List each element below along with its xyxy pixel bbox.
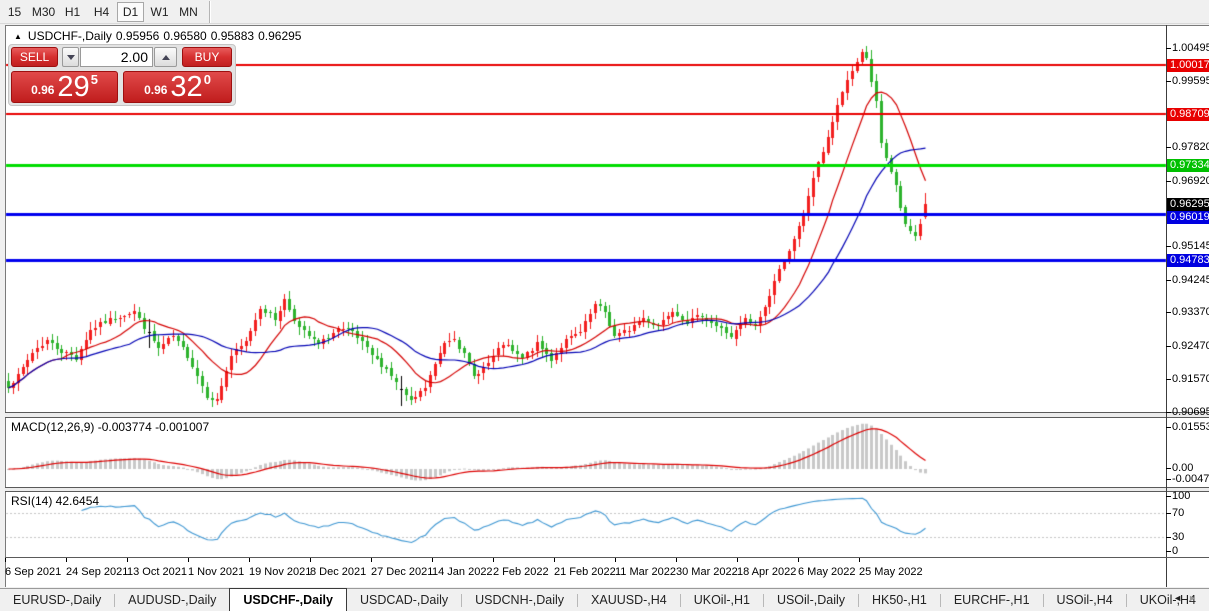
date-axis-label: 14 Jan 2022 (432, 566, 493, 578)
date-axis-border (5, 557, 1209, 558)
buy-price-button[interactable]: 0.96 32 0 (123, 71, 232, 103)
date-axis-label: 2 Feb 2022 (493, 566, 549, 578)
ohlc-high: 0.96580 (163, 29, 207, 43)
price-axis-label: 0.95145 (1172, 240, 1209, 252)
price-level-badge: 0.98709 (1167, 108, 1209, 121)
date-axis-tick (554, 558, 555, 562)
price-level-badge: 0.96019 (1167, 211, 1209, 224)
indicator-axis-label: 0.015533 (1172, 421, 1209, 433)
price-axis-border (1166, 25, 1167, 587)
price-axis-label: 0.91570 (1172, 373, 1209, 385)
indicator-axis-tick (1166, 427, 1171, 428)
price-axis-tick (1166, 412, 1171, 413)
date-axis-tick (188, 558, 189, 562)
date-axis-label: 6 May 2022 (798, 566, 856, 578)
triangle-up-icon (161, 54, 170, 60)
pane-separator-macd[interactable] (5, 412, 1209, 418)
sell-price-button[interactable]: 0.96 29 5 (11, 71, 118, 103)
price-axis-tick (1166, 81, 1171, 82)
rsi-indicator-label: RSI(14) 42.6454 (11, 494, 100, 508)
price-axis-tick (1166, 379, 1171, 380)
date-axis-tick (66, 558, 67, 562)
sell-price-prefix: 0.96 (31, 83, 55, 97)
price-axis-tick (1166, 280, 1171, 281)
price-axis-label: 0.96920 (1172, 175, 1209, 187)
date-axis-tick (493, 558, 494, 562)
date-axis-tick (371, 558, 372, 562)
volume-decrease-button[interactable] (62, 47, 79, 67)
buy-button[interactable]: BUY (182, 47, 232, 67)
indicator-axis-label: -0.00472 (1172, 473, 1209, 485)
price-level-badge: 0.97334 (1167, 159, 1209, 172)
indicator-axis-tick (1166, 537, 1171, 538)
ohlc-close: 0.96295 (258, 29, 302, 43)
date-axis-label: 30 Mar 2022 (676, 566, 738, 578)
indicator-axis-tick (1166, 551, 1171, 552)
date-axis-label: 25 May 2022 (859, 566, 923, 578)
buy-price-big: 32 (170, 71, 203, 103)
ohlc-low: 0.95883 (210, 29, 255, 43)
price-level-badge: 0.96295 (1167, 198, 1209, 211)
chart-title: ▲ USDCHF-,Daily 0.95956 0.96580 0.95883 0.962… (14, 29, 305, 43)
volume-input[interactable] (80, 47, 153, 67)
date-axis-label: 13 Oct 2021 (127, 566, 187, 578)
price-axis-label: 0.92470 (1172, 340, 1209, 352)
date-axis-label: 18 Apr 2022 (737, 566, 797, 578)
price-axis-label: 0.90695 (1172, 406, 1209, 418)
price-axis-tick (1166, 147, 1171, 148)
price-axis-tick (1166, 246, 1171, 247)
triangle-down-icon (66, 54, 75, 60)
indicator-axis-tick (1166, 468, 1171, 469)
chart-symbol: USDCHF-,Daily (27, 29, 112, 43)
price-axis-label: 0.94245 (1172, 274, 1209, 286)
ohlc-open: 0.95956 (115, 29, 160, 43)
date-axis-tick (676, 558, 677, 562)
price-axis-tick (1166, 312, 1171, 313)
date-axis-tick (615, 558, 616, 562)
date-axis-tick (737, 558, 738, 562)
price-axis-label: 1.00495 (1172, 42, 1209, 54)
pane-separator-rsi[interactable] (5, 487, 1209, 492)
indicator-axis-label: 0 (1172, 545, 1179, 557)
indicator-axis-label: 70 (1172, 507, 1185, 519)
macd-indicator-label: MACD(12,26,9) -0.003774 -0.001007 (11, 420, 210, 434)
indicator-axis-label: 30 (1172, 531, 1185, 543)
collapse-trade-panel-icon[interactable]: ▲ (14, 32, 22, 41)
date-axis-tick (798, 558, 799, 562)
date-axis-label: 27 Dec 2021 (371, 566, 434, 578)
date-axis-label: 21 Feb 2022 (554, 566, 616, 578)
date-axis-label: 24 Sep 2021 (66, 566, 129, 578)
price-level-badge: 1.00017 (1167, 59, 1209, 72)
sell-price-pip: 5 (90, 72, 98, 87)
buy-price-pip: 0 (203, 72, 211, 87)
indicator-axis-label: 0.00 (1172, 462, 1194, 474)
date-axis-tick (310, 558, 311, 562)
price-level-badge: 0.94783 (1167, 254, 1209, 267)
price-axis-label: 0.97820 (1172, 141, 1209, 153)
date-axis-tick (249, 558, 250, 562)
date-axis-tick (5, 558, 6, 562)
sell-button[interactable]: SELL (11, 47, 58, 67)
date-axis-label: 6 Sep 2021 (5, 566, 62, 578)
indicator-axis-tick (1166, 513, 1171, 514)
indicator-axis-tick (1166, 479, 1171, 480)
price-axis-tick (1166, 346, 1171, 347)
indicator-axis-label: 100 (1172, 490, 1191, 502)
date-axis-label: 19 Nov 2021 (249, 566, 312, 578)
date-axis-label: 1 Nov 2021 (188, 566, 245, 578)
price-axis-tick (1166, 181, 1171, 182)
price-axis-tick (1166, 48, 1171, 49)
date-axis-label: 11 Mar 2022 (615, 566, 676, 578)
volume-increase-button[interactable] (154, 47, 177, 67)
date-axis-label: 8 Dec 2021 (310, 566, 367, 578)
buy-price-prefix: 0.96 (144, 83, 168, 97)
price-axis-label: 0.99595 (1172, 75, 1209, 87)
date-axis-tick (127, 558, 128, 562)
indicator-axis-tick (1166, 496, 1171, 497)
price-axis-label: 0.93370 (1172, 306, 1209, 318)
date-axis-tick (859, 558, 860, 562)
sell-price-big: 29 (57, 71, 90, 103)
date-axis-tick (432, 558, 433, 562)
